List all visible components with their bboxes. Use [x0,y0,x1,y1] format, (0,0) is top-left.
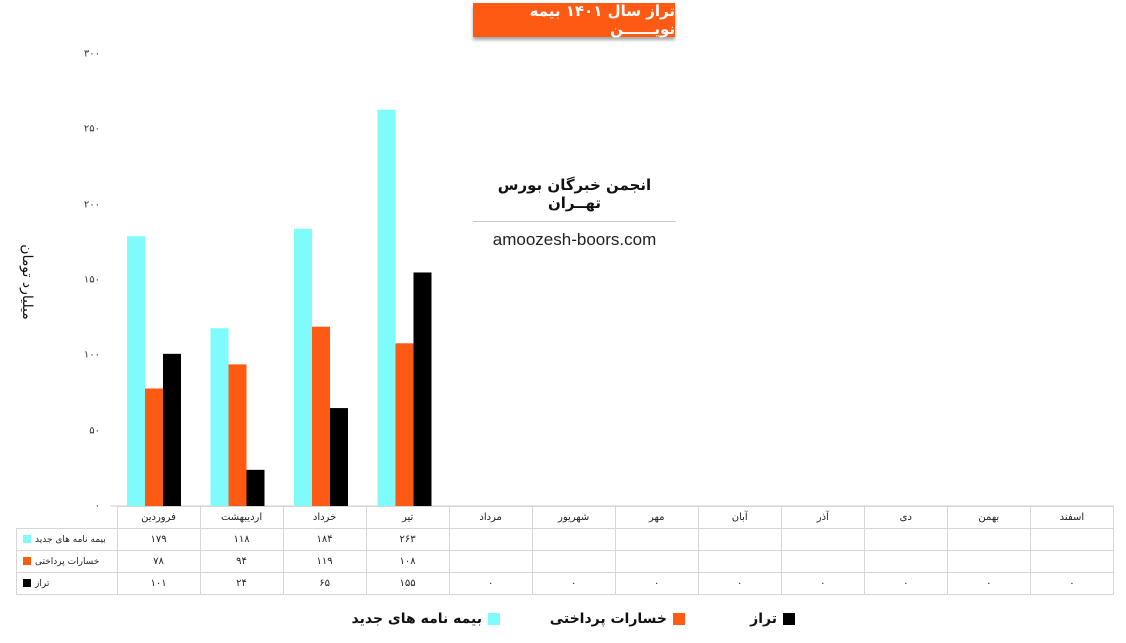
data-label: ۱۱۹ [282,550,367,573]
data-label: ۰ [697,572,782,595]
legend-item: خسارات پرداختی [550,611,685,627]
x-tick-label: شهریور [531,506,616,529]
data-label: ۰ [448,572,533,595]
data-label: ۰ [780,572,865,595]
series-row-header: بیمه نامه های جدید [16,528,118,551]
data-label [1029,550,1115,573]
data-label [780,528,865,551]
legend-item: بیمه نامه های جدید [352,611,500,627]
bar-3-فروردین [163,353,181,506]
series-row-label: خسارات پرداختی [35,556,100,567]
table-row: تراز ۱۰۱ ۲۴ ۶۵ ۱۵۵ ۰ ۰ ۰ ۰ ۰ ۰ ۰ ۰ [16,572,1115,595]
data-label: ۱۰۸ [365,550,450,573]
series-row-label: تراز [35,578,50,589]
bar-2-اردیبهشت [228,364,247,506]
legend-swatch [488,613,500,625]
chart-title: تراز سال ۱۴۰۱ بیمه نویــــــن [473,2,675,38]
data-label [697,550,782,573]
bar-2-خرداد [312,326,330,506]
data-label: ۱۸۴ [282,528,367,551]
series-swatch [23,557,31,565]
data-label: ۰ [1029,572,1115,595]
x-tick-label: اسفند [1029,506,1115,529]
legend-label: تراز [750,611,777,627]
bar-1-تیر [377,109,396,506]
series-swatch [23,579,31,587]
y-axis-label: میلیارد تومان [19,244,35,320]
y-tick-label: ۳۰۰ [83,48,100,60]
x-tick-label: بهمن [946,506,1031,529]
bar-2-تیر [395,343,414,506]
watermark: انجمن خبرگان بورس تهــران amoozesh-boors… [473,176,676,250]
x-tick-label: مهر [614,506,699,529]
x-tick-label: اردیبهشت [199,506,284,529]
data-label: ۹۴ [199,550,284,573]
table-row: بیمه نامه های جدید ۱۷۹ ۱۱۸ ۱۸۴ ۲۶۳ [16,528,1115,551]
legend-swatch [673,613,685,625]
legend-label: خسارات پرداختی [549,611,667,627]
data-label: ۱۷۹ [116,528,201,551]
data-label: ۰ [863,572,948,595]
y-tick-label: ۱۰۰ [83,349,100,361]
x-tick-label: مرداد [448,506,533,529]
data-label [531,528,616,551]
data-label: ۱۰۱ [116,572,201,595]
x-tick-label: آذر [780,506,865,529]
data-label: ۲۴ [199,572,284,595]
data-label [1029,528,1115,551]
data-label: ۶۵ [282,572,367,595]
data-table: فروردین اردیبهشت خرداد تیر مرداد شهریور مهر آبا… [16,506,1115,595]
data-label [780,550,865,573]
data-label [448,550,533,573]
series-row-header: تراز [16,572,118,595]
y-tick-label: ۱۵۰ [83,274,100,286]
data-label: ۰ [531,572,616,595]
data-label [614,550,699,573]
watermark-url: amoozesh-boors.com [492,230,657,249]
data-label [614,528,699,551]
y-tick-label: ۲۰۰ [83,199,100,211]
bars-group [127,109,432,507]
legend-item: تراز [750,611,795,627]
series-row-header: خسارات پرداختی [16,550,118,573]
data-label [863,550,948,573]
legend: بیمه نامه های جدید خسارات پرداختی تراز [0,611,1126,631]
x-tick-label: خرداد [282,506,367,529]
data-label [531,550,616,573]
data-label [697,528,782,551]
table-corner [16,506,118,529]
bar-1-اردیبهشت [210,328,229,506]
y-tick-label: ۵۰ [89,425,100,437]
bar-1-خرداد [294,228,312,507]
data-label: ۱۵۵ [365,572,450,595]
bar-1-فروردین [127,236,145,506]
data-label [946,528,1031,551]
series-swatch [23,535,31,543]
bar-3-تیر [413,272,432,506]
x-tick-label: دی [863,506,948,529]
x-tick-label: آبان [697,506,782,529]
data-label: ۷۸ [116,550,201,573]
data-label [863,528,948,551]
x-tick-label: فروردین [116,506,201,529]
legend-label: بیمه نامه های جدید [351,611,482,627]
data-label: ۰ [614,572,699,595]
data-label [946,550,1031,573]
x-tick-label: تیر [365,506,450,529]
bar-3-خرداد [330,408,348,506]
table-row: خسارات پرداختی ۷۸ ۹۴ ۱۱۹ ۱۰۸ [16,550,1115,573]
bar-2-فروردین [145,388,163,506]
data-label: ۰ [946,572,1031,595]
data-label [448,528,533,551]
y-tick-label: ۰ [94,500,100,512]
legend-swatch [783,613,795,625]
series-row-label: بیمه نامه های جدید [35,534,106,545]
watermark-title: انجمن خبرگان بورس تهــران [473,176,676,222]
y-tick-label: ۲۵۰ [83,123,100,135]
bar-3-اردیبهشت [246,469,265,506]
data-label: ۱۱۸ [199,528,284,551]
data-label: ۲۶۳ [365,528,450,551]
